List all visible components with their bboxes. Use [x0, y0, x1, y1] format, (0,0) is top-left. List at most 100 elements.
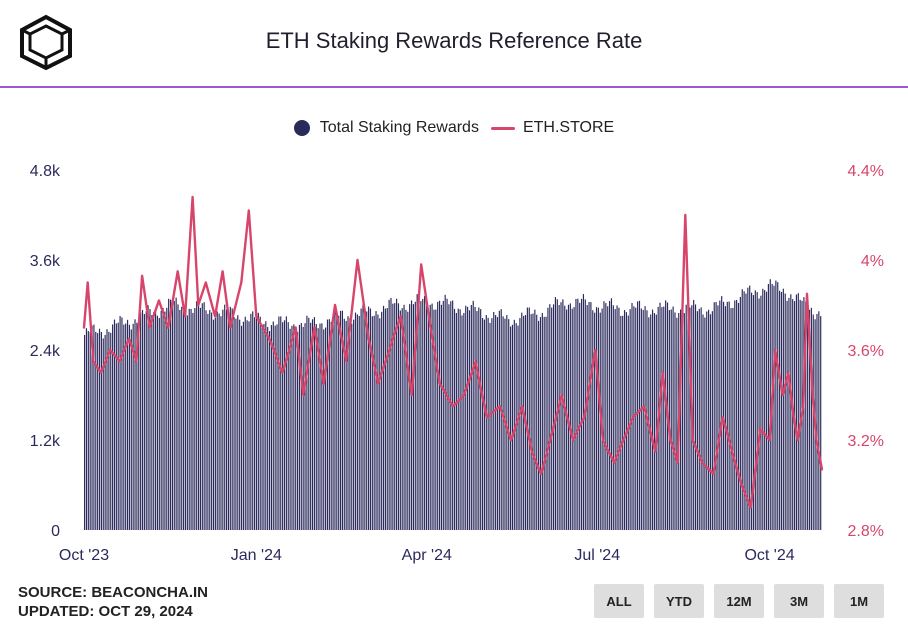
- bar: [623, 310, 626, 530]
- bar: [612, 305, 614, 530]
- bar: [480, 309, 482, 530]
- bar: [485, 315, 487, 530]
- bar: [386, 308, 388, 530]
- range-button-all[interactable]: ALL: [594, 584, 644, 618]
- bar: [155, 309, 157, 530]
- bar: [799, 299, 801, 530]
- bar: [651, 309, 654, 530]
- eth-store-line: [82, 195, 824, 509]
- bar: [674, 312, 676, 530]
- bar: [508, 319, 510, 530]
- bar: [313, 317, 315, 530]
- bar: [349, 318, 351, 530]
- range-buttons: ALL YTD 12M 3M 1M: [594, 584, 884, 618]
- bar: [562, 299, 564, 530]
- x-tick-label: Jul '24: [574, 547, 620, 564]
- bar: [168, 298, 170, 530]
- bar: [179, 310, 181, 530]
- bar: [257, 312, 259, 530]
- page-title: ETH Staking Rewards Reference Rate: [265, 28, 643, 53]
- bar: [325, 327, 327, 530]
- bar: [564, 305, 566, 530]
- bar: [201, 303, 203, 530]
- bar: [126, 319, 129, 530]
- bar: [102, 338, 104, 530]
- bar: [403, 304, 405, 530]
- bar: [169, 299, 172, 530]
- bar: [597, 307, 599, 530]
- bar: [523, 315, 525, 530]
- bar: [108, 331, 110, 530]
- bar: [246, 320, 248, 530]
- bar: [590, 302, 592, 530]
- bar: [123, 324, 125, 530]
- bar: [493, 312, 495, 530]
- bar: [549, 304, 551, 530]
- range-button-3m[interactable]: 3M: [774, 584, 824, 618]
- bar: [272, 321, 274, 530]
- bar: [85, 328, 88, 530]
- legend-line-swatch: [490, 126, 515, 130]
- bar: [642, 309, 644, 530]
- range-button-1m[interactable]: 1M: [834, 584, 884, 618]
- bar: [160, 310, 162, 530]
- bar: [558, 305, 560, 530]
- bar: [151, 315, 153, 530]
- bar: [659, 302, 661, 530]
- bar: [110, 332, 112, 530]
- bar: [369, 308, 372, 530]
- bar: [625, 312, 627, 530]
- bar: [661, 307, 663, 530]
- bar: [496, 317, 499, 530]
- bar: [197, 304, 200, 530]
- bar: [594, 312, 596, 530]
- bar: [104, 334, 106, 530]
- bar: [162, 308, 164, 530]
- bar: [455, 312, 457, 530]
- bar: [401, 308, 403, 530]
- range-button-12m[interactable]: 12M: [714, 584, 764, 618]
- bar: [388, 299, 390, 530]
- source-text: SOURCE: BEACONCHA.IN: [18, 584, 209, 601]
- bar: [440, 304, 443, 530]
- bar: [244, 316, 246, 530]
- bar: [141, 309, 144, 530]
- bar: [724, 306, 727, 530]
- bar: [797, 293, 799, 530]
- bar: [767, 284, 769, 530]
- bar: [467, 306, 469, 530]
- legend-line-label[interactable]: ETH.STORE: [522, 119, 615, 136]
- bar: [184, 314, 187, 530]
- bar: [177, 304, 179, 530]
- bar: [366, 311, 368, 530]
- bar: [777, 282, 779, 530]
- bar: [603, 301, 605, 530]
- bar: [332, 315, 334, 530]
- bar: [143, 314, 145, 530]
- range-button-ytd[interactable]: YTD: [654, 584, 704, 618]
- bar: [261, 324, 263, 530]
- bar: [442, 300, 444, 530]
- bar: [726, 301, 728, 530]
- bar: [644, 306, 646, 530]
- bar: [640, 308, 642, 530]
- bar: [414, 301, 416, 530]
- bar: [194, 307, 196, 530]
- bar: [820, 316, 822, 530]
- bar: [291, 325, 293, 530]
- bar: [354, 312, 357, 530]
- bar: [438, 300, 441, 530]
- bar: [769, 279, 771, 530]
- bar: [435, 309, 437, 530]
- bar: [734, 300, 736, 530]
- bar: [237, 315, 239, 530]
- bar: [425, 302, 428, 530]
- bar: [296, 332, 299, 530]
- bar: [539, 317, 542, 530]
- bar: [240, 325, 243, 530]
- bar: [586, 305, 588, 530]
- bar: [280, 316, 282, 530]
- legend-bars-label[interactable]: Total Staking Rewards: [319, 119, 479, 136]
- bar: [541, 312, 543, 530]
- bar: [308, 317, 310, 530]
